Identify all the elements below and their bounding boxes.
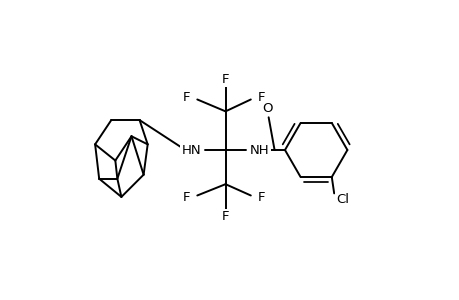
Text: O: O xyxy=(261,102,272,115)
Text: F: F xyxy=(183,91,190,103)
Text: F: F xyxy=(257,191,264,204)
Text: NH: NH xyxy=(249,143,269,157)
Text: Cl: Cl xyxy=(336,194,349,206)
Text: HN: HN xyxy=(181,143,201,157)
Text: F: F xyxy=(257,91,264,103)
Text: F: F xyxy=(221,73,229,86)
Text: F: F xyxy=(183,191,190,204)
Text: F: F xyxy=(221,210,229,223)
